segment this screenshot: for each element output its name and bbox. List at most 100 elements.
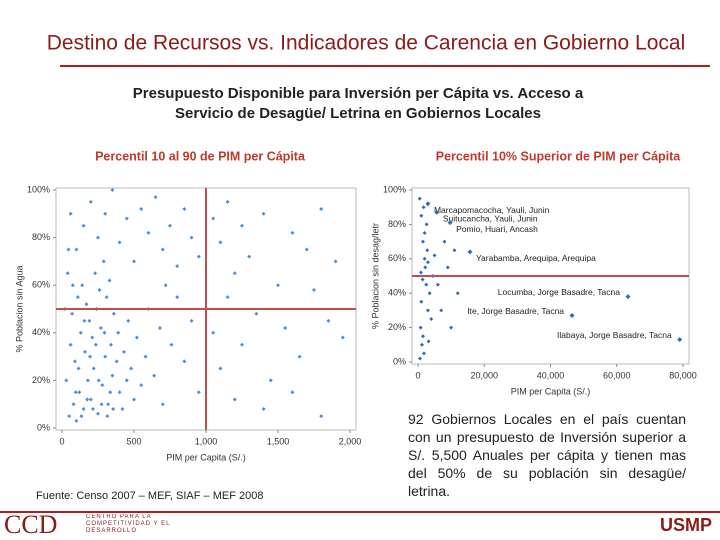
point: [319, 414, 324, 419]
point: [326, 318, 331, 323]
point: [442, 239, 447, 244]
point: [418, 325, 423, 330]
point: [175, 264, 180, 269]
y-tick-label: 20%: [32, 375, 50, 385]
point: [425, 248, 430, 253]
point: [218, 240, 223, 245]
point: [426, 339, 431, 344]
point: [268, 378, 273, 383]
y-tick-label: 0%: [37, 422, 50, 432]
point: [429, 317, 434, 321]
point: [102, 330, 107, 335]
x-tick-label: 2,000: [339, 436, 362, 446]
point: [163, 283, 168, 288]
point: [67, 414, 72, 419]
point: [93, 342, 98, 347]
chart-title: Percentil 10 al 90 de PIM per Cápita: [95, 149, 306, 163]
annotation: Ilabaya, Jorge Basadre, Tacna: [557, 330, 672, 340]
point: [68, 342, 73, 347]
point: [418, 270, 423, 275]
point: [75, 295, 80, 300]
point: [424, 222, 429, 227]
point: [419, 299, 424, 304]
point: [85, 397, 90, 402]
y-tick-label: 40%: [388, 288, 406, 298]
point: [104, 295, 109, 300]
point: [196, 254, 201, 259]
annotation: Locumba, Jorge Basadre, Tacna: [498, 287, 620, 297]
point: [99, 402, 104, 407]
point: [81, 223, 86, 228]
point: [290, 230, 295, 235]
point: [117, 390, 122, 395]
annotation: Ite, Jorge Basadre, Tacna: [467, 306, 564, 316]
point: [240, 223, 244, 228]
point: [93, 271, 98, 276]
point: [152, 373, 157, 378]
annotated-point: [447, 220, 453, 226]
point: [64, 378, 69, 383]
point: [88, 199, 93, 204]
point: [168, 223, 172, 228]
annotated-point: [434, 209, 440, 215]
point: [88, 397, 93, 402]
point: [218, 366, 223, 371]
point: [132, 397, 136, 402]
point: [146, 230, 151, 235]
point: [85, 378, 90, 383]
point: [425, 260, 430, 265]
point: [420, 277, 425, 282]
point: [297, 354, 302, 359]
y-axis-label: % Poblacion sin desag/letr: [370, 223, 380, 329]
point: [225, 199, 230, 204]
annotation: Yarabamba, Arequipa, Arequipa: [476, 253, 596, 263]
point: [182, 359, 187, 364]
x-axis-label: PIM per Capita (S/.): [511, 386, 591, 396]
point: [105, 414, 110, 419]
point: [110, 188, 115, 192]
point: [110, 373, 115, 378]
point: [77, 390, 82, 395]
point: [73, 390, 78, 395]
point: [432, 253, 437, 258]
footer-text-box: CENTRO PARA LA COMPETITIVIDAD Y EL DESAR…: [86, 514, 169, 534]
point: [421, 205, 426, 210]
point: [129, 366, 134, 371]
point: [232, 397, 237, 402]
y-tick-label: 80%: [32, 232, 50, 242]
point: [427, 291, 432, 296]
point: [304, 247, 309, 252]
annotation: Suitucancha, Yauli, Junin: [443, 214, 538, 224]
point: [80, 283, 85, 288]
x-tick-label: 1,000: [195, 436, 218, 446]
point: [160, 247, 165, 252]
point: [421, 351, 426, 356]
y-tick-label: 100%: [27, 184, 50, 194]
annotated-point: [677, 337, 683, 343]
point: [276, 283, 280, 288]
point: [83, 349, 88, 354]
point: [261, 406, 266, 411]
point: [124, 378, 129, 383]
point: [333, 259, 338, 264]
point: [97, 287, 102, 292]
point: [124, 216, 129, 221]
point: [91, 366, 96, 371]
point: [422, 256, 427, 261]
point: [225, 295, 230, 300]
y-tick-label: 60%: [388, 253, 406, 263]
point: [290, 390, 295, 395]
point: [74, 418, 79, 423]
annotated-point: [425, 201, 431, 207]
point: [82, 318, 87, 323]
x-tick-label: 500: [126, 436, 141, 446]
point: [340, 335, 345, 340]
point: [108, 342, 113, 347]
point: [96, 235, 100, 240]
point: [160, 402, 165, 407]
point: [420, 239, 425, 244]
y-tick-label: 100%: [383, 184, 406, 194]
point: [76, 366, 81, 371]
point: [111, 406, 116, 411]
annotated-point: [467, 249, 473, 255]
